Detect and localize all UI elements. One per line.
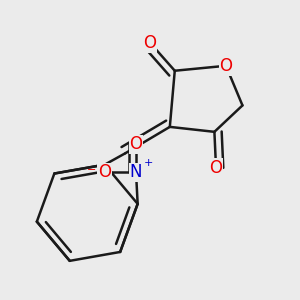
Text: O: O	[143, 34, 157, 52]
Text: O: O	[209, 159, 223, 177]
Text: +: +	[144, 158, 153, 168]
Text: O: O	[220, 57, 232, 75]
Text: O: O	[130, 135, 142, 153]
Text: N: N	[130, 164, 142, 181]
Text: O: O	[98, 164, 111, 181]
Text: −: −	[87, 165, 96, 175]
